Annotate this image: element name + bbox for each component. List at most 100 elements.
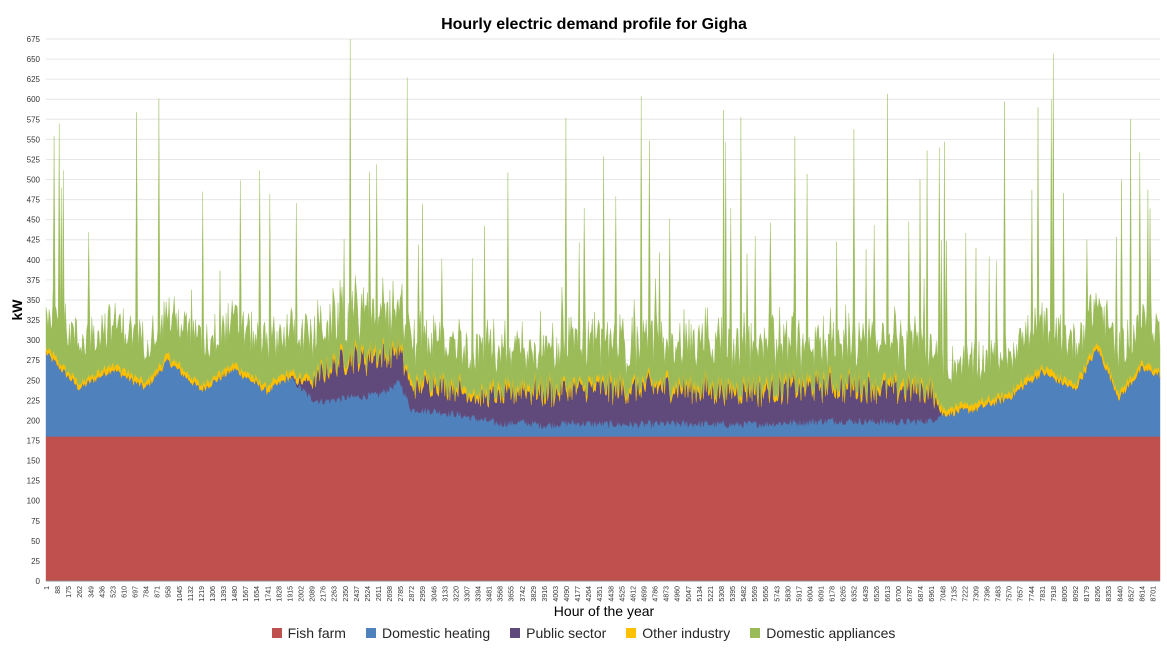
- legend-swatch-other-industry: [626, 628, 637, 638]
- x-tick-label: 7657: [1018, 586, 1025, 602]
- x-tick-label: 6352: [852, 586, 859, 602]
- x-tick-label: 5569: [752, 586, 759, 602]
- y-tick-label: 300: [27, 336, 41, 345]
- x-tick-label: 6961: [929, 586, 936, 602]
- legend: Fish farm Domestic heating Public sector…: [0, 625, 1167, 641]
- y-tick-label: 600: [27, 95, 41, 104]
- x-tick-label: 4264: [586, 586, 593, 602]
- x-tick-label: 2524: [365, 586, 372, 602]
- x-tick-label: 7309: [974, 586, 981, 602]
- area-fish-farm: [45, 436, 1161, 582]
- x-tick-label: 1654: [254, 586, 261, 602]
- x-tick-label: 4177: [575, 586, 582, 602]
- x-tick-label: 1567: [243, 586, 250, 602]
- x-tick-label: 1915: [287, 586, 294, 602]
- x-tick-label: 2350: [343, 586, 350, 602]
- x-tick-label: 8440: [1117, 586, 1124, 602]
- y-tick-label: 475: [27, 196, 41, 205]
- x-tick-label: 5656: [763, 586, 770, 602]
- x-tick-label: 4873: [664, 586, 671, 602]
- y-tick-label: 200: [27, 416, 41, 425]
- x-tick-label: 3046: [431, 586, 438, 602]
- area-domestic-appliances: [45, 38, 1161, 412]
- x-tick-label: 6178: [830, 586, 837, 602]
- x-tick-label: 784: [144, 586, 151, 598]
- x-tick-label: 6265: [841, 586, 848, 602]
- y-tick-label: 525: [27, 155, 41, 164]
- x-tick-label: 4699: [642, 586, 649, 602]
- chart-title: Hourly electric demand profile for Gigha: [441, 16, 747, 33]
- series-areas: [45, 38, 1161, 582]
- y-tick-label: 400: [27, 256, 41, 265]
- x-tick-label: 2611: [376, 586, 383, 601]
- x-tick-label: 3307: [465, 586, 472, 602]
- x-tick-label: 523: [110, 586, 117, 598]
- x-tick-label: 958: [166, 586, 173, 598]
- x-tick-label: 7222: [962, 586, 969, 602]
- x-tick-label: 6874: [918, 586, 925, 602]
- x-tick-label: 3829: [531, 586, 538, 602]
- x-tick-label: 6526: [874, 586, 881, 602]
- y-tick-label: 425: [27, 236, 41, 245]
- x-tick-label: 3133: [442, 586, 449, 602]
- legend-swatch-domestic-appliances: [750, 628, 761, 638]
- x-tick-label: 8353: [1106, 586, 1113, 602]
- y-tick-label: 250: [27, 376, 41, 385]
- legend-label-public-sector: Public sector: [526, 625, 607, 641]
- x-tick-label: 5830: [785, 586, 792, 602]
- x-tick-label: 4090: [564, 586, 571, 602]
- x-tick-label: 4438: [608, 586, 615, 602]
- x-tick-label: 6091: [819, 586, 826, 602]
- x-tick-label: 2698: [387, 586, 394, 602]
- x-tick-label: 6700: [896, 586, 903, 602]
- y-tick-label: 50: [31, 537, 40, 546]
- x-tick-label: 6004: [808, 586, 815, 602]
- x-tick-label: 2785: [398, 586, 405, 602]
- legend-swatch-public-sector: [510, 628, 521, 638]
- legend-item-public-sector: Public sector: [510, 625, 606, 641]
- legend-item-other-industry: Other industry: [626, 625, 730, 641]
- x-tick-label: 3655: [509, 586, 516, 602]
- legend-swatch-domestic-heating: [365, 628, 376, 638]
- x-tick-label: 3568: [498, 586, 505, 602]
- y-tick-label: 675: [27, 35, 41, 44]
- x-tick-label: 7396: [985, 586, 992, 602]
- x-tick-label: 1045: [177, 586, 184, 602]
- x-tick-label: 2437: [354, 586, 361, 602]
- x-tick-label: 7483: [996, 586, 1003, 602]
- x-tick-label: 1132: [188, 586, 195, 601]
- x-tick-label: 8701: [1151, 586, 1158, 602]
- x-tick-label: 5308: [719, 586, 726, 602]
- legend-label-fish-farm: Fish farm: [287, 625, 346, 641]
- x-tick-label: 5482: [741, 586, 748, 602]
- x-tick-label: 4786: [653, 586, 660, 602]
- x-tick-label: 262: [77, 586, 84, 598]
- x-tick-label: 5743: [774, 586, 781, 602]
- x-tick-label: 3742: [520, 586, 527, 602]
- x-tick-label: 1741: [265, 586, 272, 602]
- x-tick-label: 4351: [597, 586, 604, 602]
- y-tick-label: 125: [27, 477, 41, 486]
- x-tick-label: 5917: [796, 586, 803, 602]
- x-tick-label: 4003: [553, 586, 560, 602]
- x-tick-label: 8614: [1139, 586, 1146, 602]
- y-axis-label: kW: [9, 299, 25, 321]
- y-tick-label: 25: [31, 557, 40, 566]
- x-tick-label: 2002: [299, 586, 306, 602]
- x-tick-label: 2959: [420, 586, 427, 602]
- x-tick-label: 436: [99, 586, 106, 598]
- x-tick-label: 8527: [1128, 586, 1135, 602]
- x-tick-label: 871: [155, 586, 162, 598]
- x-tick-label: 3220: [453, 586, 460, 602]
- y-tick-label: 550: [27, 135, 41, 144]
- x-tick-label: 6613: [885, 586, 892, 602]
- x-axis-label: Hour of the year: [554, 603, 655, 619]
- x-tick-label: 1: [44, 586, 51, 590]
- y-tick-label: 0: [36, 577, 41, 586]
- x-tick-label: 6439: [863, 586, 870, 602]
- x-tick-label: 4612: [630, 586, 637, 602]
- x-tick-label: 8266: [1095, 586, 1102, 602]
- y-tick-label: 375: [27, 276, 41, 285]
